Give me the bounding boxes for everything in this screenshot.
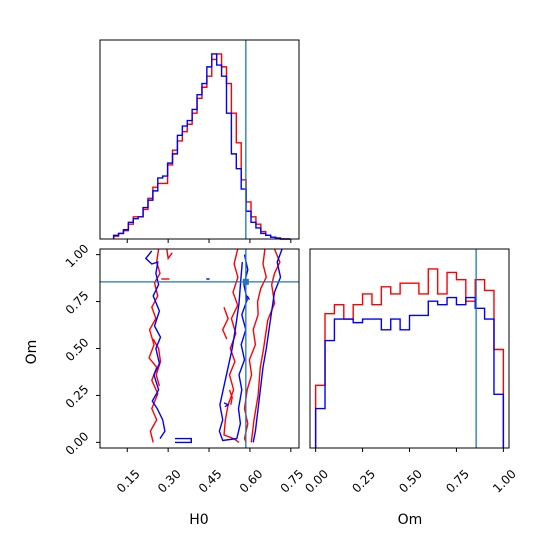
joint-panel-frame: [99, 248, 300, 449]
contour-series-2-7: [223, 402, 230, 408]
joint-ytick-label-1: 0.25: [63, 382, 92, 411]
contour-series-2-2: [252, 249, 283, 443]
joint-xtick-label-4: 0.75: [278, 467, 307, 496]
x-axis-label-h0: H0: [189, 512, 208, 528]
contour-series-2-1: [144, 250, 166, 439]
om-xtick-label-0: 0.00: [302, 467, 331, 496]
h0-marginal-panel: [99, 39, 300, 243]
joint-contours: [144, 249, 283, 444]
contour-series-1-7: [228, 389, 233, 405]
joint-xtick-label-2: 0.45: [196, 467, 225, 496]
contour-series-1-6: [221, 306, 229, 340]
om-hist-series-2: [314, 296, 505, 448]
joint-ytick-label-3: 0.75: [63, 288, 92, 317]
y-axis-label-om: Om: [24, 340, 40, 365]
joint-ytick-label-0: 0.00: [63, 429, 92, 458]
contour-series-1-5: [223, 249, 240, 443]
joint-ytick-label-4: 1.00: [63, 241, 92, 270]
contour-series-1-2: [243, 249, 268, 443]
joint-contour-panel: 0.15 0.30 0.45 0.60 0.75 0.00 0.25 0.50 0.75 1.00: [63, 241, 307, 495]
contour-series-2-5: [246, 295, 251, 301]
om-xtick-label-3: 0.75: [443, 467, 472, 496]
joint-xtick-label-0: 0.15: [114, 467, 143, 496]
om-xtick-label-4: 1.00: [490, 467, 519, 496]
h0-panel-frame: [99, 39, 300, 240]
h0-hist-series-1: [112, 53, 291, 240]
om-marginal-panel: 0.00 0.25 0.50 0.75 1.00: [302, 248, 519, 496]
om-panel-frame: [309, 248, 510, 449]
joint-ytick-label-2: 0.50: [63, 335, 92, 364]
joint-truth-marker: [242, 278, 249, 285]
contour-series-1-4: [166, 249, 173, 261]
om-hist-series-1: [314, 268, 505, 448]
contour-series-2-3: [218, 254, 249, 442]
om-xtick-label-1: 0.25: [349, 467, 378, 496]
joint-xtick-label-3: 0.60: [237, 467, 266, 496]
contour-series-1-1: [148, 249, 161, 443]
om-xtick-label-2: 0.50: [396, 467, 425, 496]
contour-series-1-8: [250, 249, 281, 443]
h0-hist-series-2: [112, 53, 291, 240]
x-axis-label-om: Om: [398, 512, 423, 528]
joint-xtick-label-1: 0.30: [155, 467, 184, 496]
contour-series-2-4: [175, 437, 192, 444]
